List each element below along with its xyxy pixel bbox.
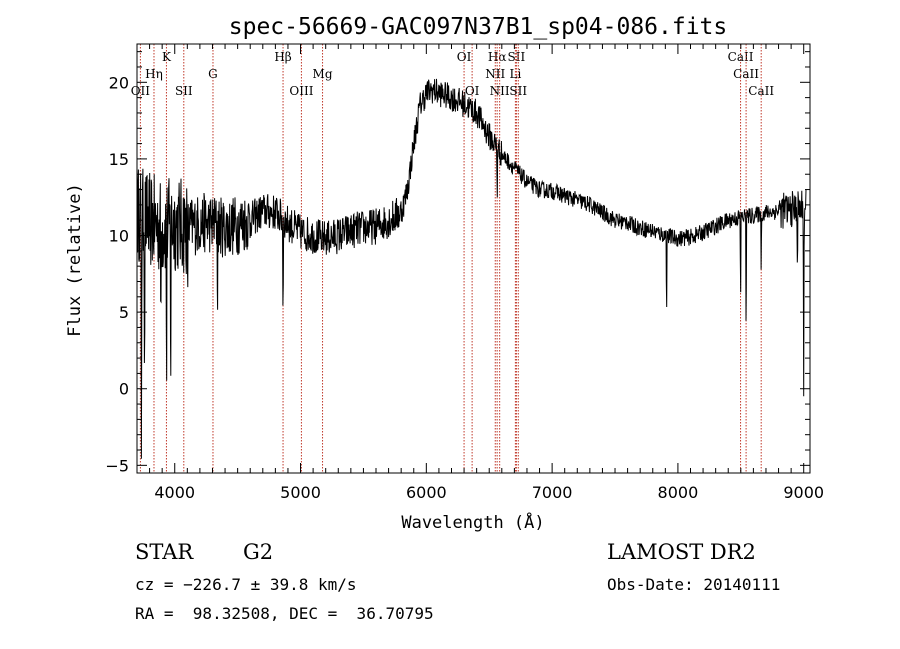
x-tick-label: 7000: [532, 483, 573, 502]
chart-title: spec-56669-GAC097N37B1_sp04-086.fits: [229, 14, 728, 40]
line-label-17: CaII: [733, 67, 759, 81]
x-tick-label: 5000: [280, 483, 321, 502]
line-label-18: CaII: [748, 84, 774, 98]
survey-name: LAMOST DR2: [607, 540, 756, 564]
line-label-11: NII: [485, 67, 505, 81]
plot-frame: [136, 43, 811, 474]
y-tick-label: 15: [109, 150, 129, 169]
line-label-10: Hα: [488, 50, 507, 64]
y-axis-label: Flux (relative): [65, 183, 85, 337]
line-label-13: SII: [508, 50, 526, 64]
line-label-7: Mg: [313, 67, 333, 81]
line-label-0: Hη: [145, 67, 163, 81]
x-tick-label: 9000: [783, 483, 824, 502]
line-label-3: SII: [175, 84, 193, 98]
line-label-12: NII: [490, 84, 510, 98]
line-label-5: Hβ: [274, 50, 291, 64]
y-tick-label: 10: [109, 227, 129, 246]
y-tick-label: −5: [105, 456, 129, 475]
y-tick-label: 0: [119, 380, 129, 399]
line-label-1: OII: [131, 84, 151, 98]
x-tick-label: 6000: [406, 483, 447, 502]
y-tick-label: 5: [119, 303, 129, 322]
x-axis-label: Wavelength (Å): [401, 511, 544, 533]
x-tick-label: 4000: [154, 483, 195, 502]
x-axis: 4000 5000 6000 7000 8000 9000: [149, 44, 824, 502]
line-label-16: CaII: [728, 50, 754, 64]
redshift-cz: cz = −226.7 ± 39.8 km/s: [135, 575, 357, 594]
line-label-14: Li: [509, 67, 521, 81]
object-subclass: G2: [243, 540, 274, 564]
y-axis: −5 0 5 10 15 20: [105, 51, 810, 475]
line-label-15: SII: [509, 84, 527, 98]
object-class: STAR: [135, 540, 194, 564]
coordinates: RA = 98.32508, DEC = 36.70795: [135, 604, 434, 623]
line-label-9: OI: [465, 84, 480, 98]
x-tick-label: 8000: [658, 483, 699, 502]
spectrum-series: [137, 78, 807, 459]
line-label-6: OIII: [289, 84, 313, 98]
line-label-4: G: [208, 67, 218, 81]
line-label-2: K: [162, 50, 172, 64]
obs-date: Obs-Date: 20140111: [607, 575, 781, 594]
y-tick-label: 20: [109, 73, 129, 92]
line-label-8: OI: [457, 50, 472, 64]
